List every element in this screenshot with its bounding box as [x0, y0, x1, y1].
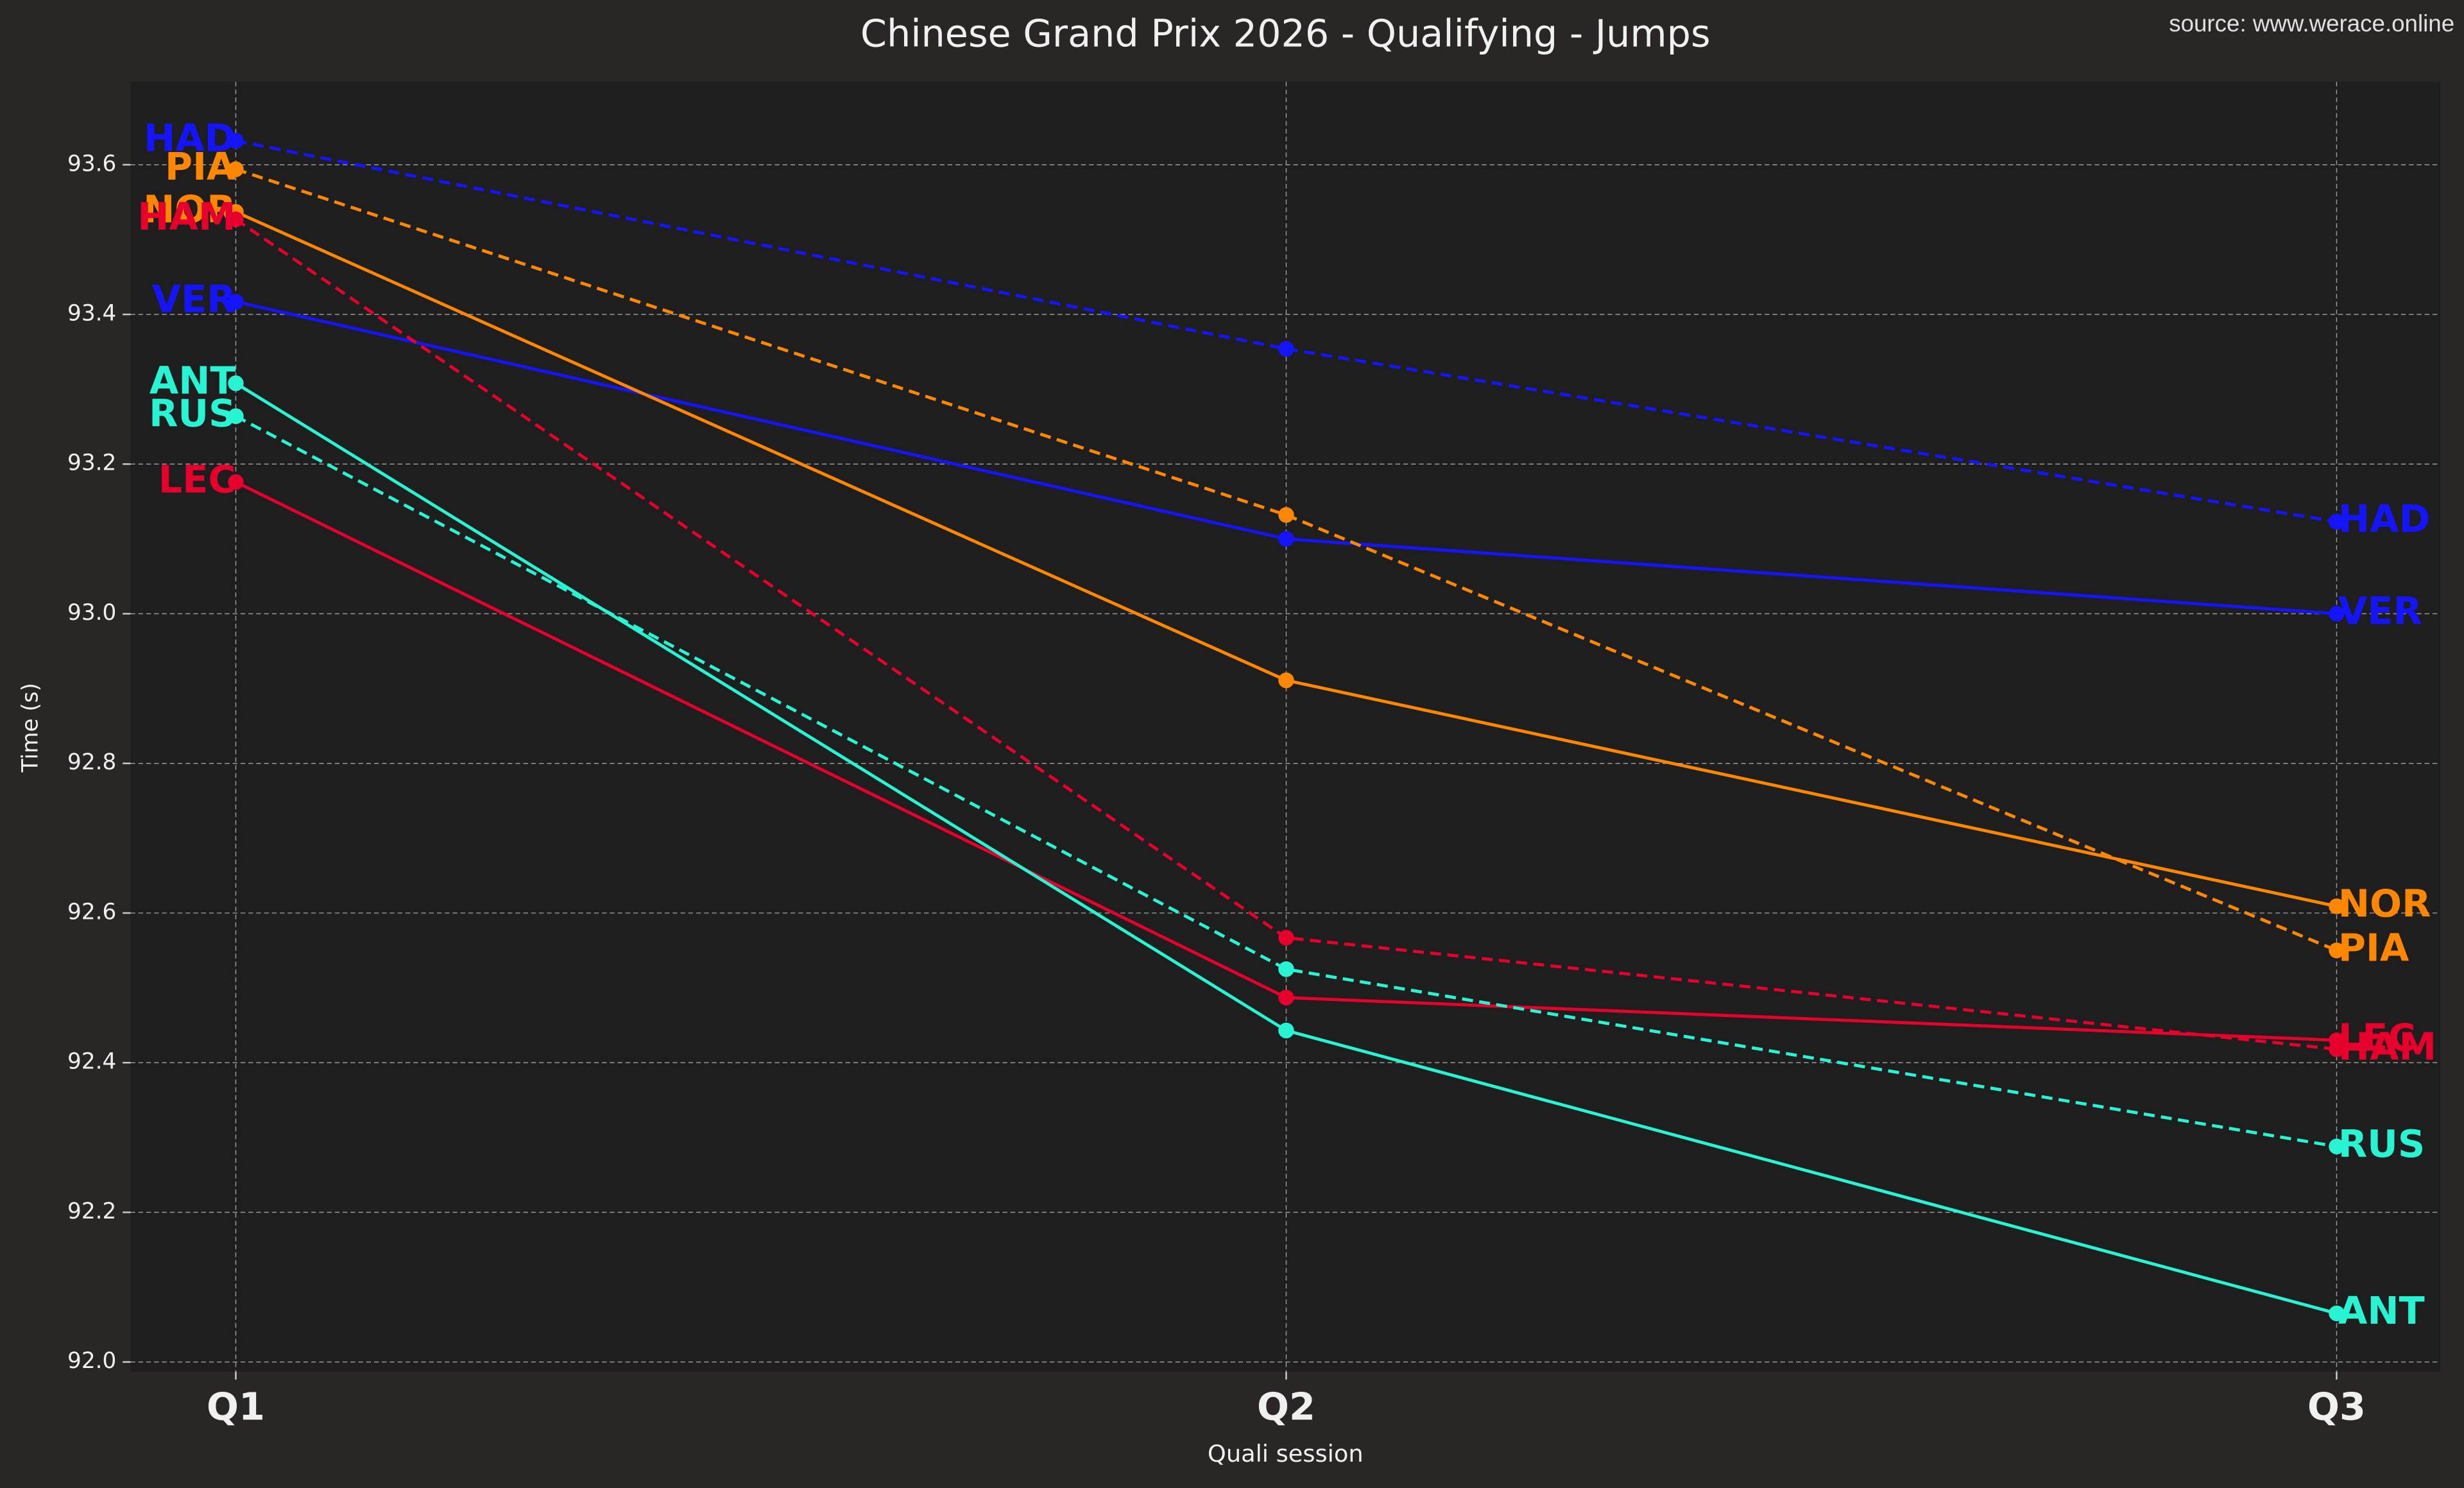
data-point [228, 474, 244, 490]
series-label-end: VER [2338, 589, 2422, 633]
data-point [1278, 961, 1294, 977]
y-tick-label: 93.4 [67, 301, 116, 327]
series-label-start: VER [152, 277, 236, 321]
data-point [228, 211, 244, 228]
data-point [1278, 507, 1294, 523]
series-line [235, 167, 2338, 952]
y-axis-label: Time (s) [18, 683, 44, 773]
data-point [1278, 341, 1294, 357]
y-tick-label: 92.2 [67, 1199, 116, 1224]
data-point [1278, 531, 1294, 547]
y-tick-label: 92.8 [67, 749, 116, 775]
y-tick-label: 92.0 [67, 1348, 116, 1374]
series-label-start: RUS [149, 391, 235, 436]
x-axis-label: Quali session [1208, 1440, 1364, 1467]
series-label-end: ANT [2338, 1288, 2425, 1333]
data-point [1278, 989, 1294, 1005]
series-label-end: HAM [2338, 1024, 2436, 1068]
data-point [2329, 513, 2345, 530]
data-point [2329, 898, 2345, 914]
data-point [2329, 1032, 2345, 1048]
x-tick-label: Q1 [207, 1385, 265, 1429]
data-point [1278, 930, 1294, 946]
series-label-start: HAD [144, 116, 235, 160]
x-tick-label: Q2 [1257, 1385, 1315, 1429]
series-label-start: ANT [150, 358, 236, 402]
series-label-end: PIA [2338, 925, 2409, 970]
series-line [235, 139, 2337, 524]
data-point [228, 161, 244, 178]
data-point [2329, 1138, 2345, 1155]
series-label-start: HAM [137, 194, 235, 239]
data-point [228, 375, 244, 391]
data-point [228, 293, 244, 310]
y-tick-label: 93.0 [67, 600, 116, 626]
plot-area [130, 81, 2441, 1372]
source-note: source: www.werace.online [2169, 10, 2454, 37]
data-point [228, 408, 244, 424]
data-point [1278, 672, 1294, 688]
x-tick-label: Q3 [2307, 1385, 2366, 1429]
series-label-end: LEC [2338, 1015, 2416, 1059]
series-label-start: LEC [158, 457, 236, 501]
y-tick-label: 93.2 [67, 450, 116, 476]
data-point [2329, 943, 2345, 959]
y-tick-label: 92.4 [67, 1049, 116, 1075]
series-label-start: NOR [143, 187, 235, 231]
y-tick-label: 92.6 [67, 899, 116, 925]
series-label-start: PIA [165, 144, 236, 189]
data-point [2329, 1305, 2345, 1322]
series-label-end: HAD [2338, 497, 2430, 541]
series-label-end: RUS [2338, 1122, 2425, 1166]
data-point [228, 133, 244, 149]
chart-title: Chinese Grand Prix 2026 - Qualifying - J… [860, 11, 1711, 55]
data-point [1278, 1022, 1294, 1039]
y-tick-label: 93.6 [67, 151, 116, 176]
data-point [2329, 606, 2345, 622]
series-label-end: NOR [2338, 882, 2431, 926]
